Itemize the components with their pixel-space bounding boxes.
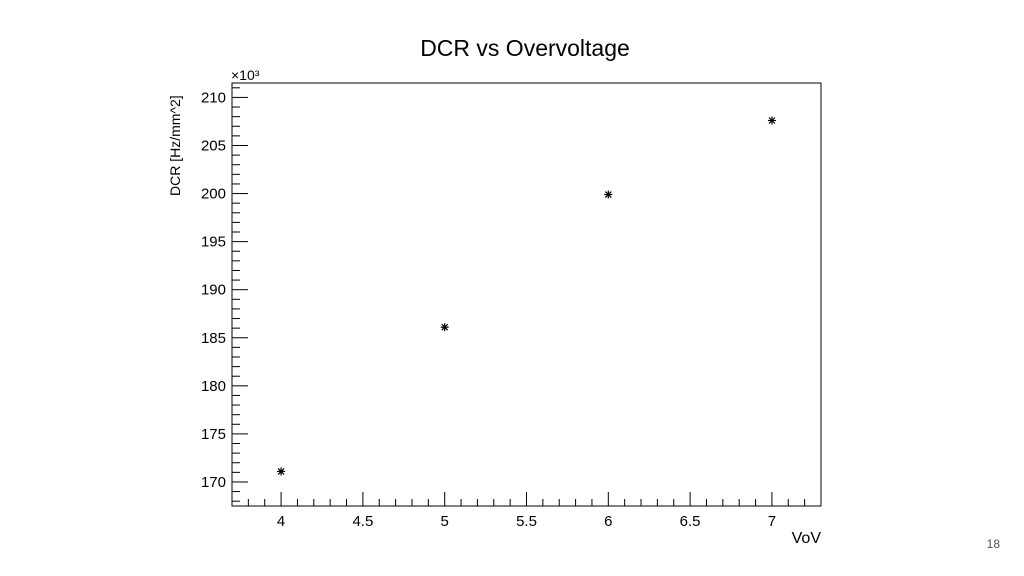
x-tick-label: 4	[277, 513, 285, 530]
x-tick-label: 5.5	[516, 513, 537, 530]
data-point	[277, 467, 286, 476]
x-axis-label: VoV	[792, 530, 822, 547]
slide-page-number: 18	[986, 537, 1000, 551]
x-tick-label: 7	[768, 513, 776, 530]
y-tick-label: 190	[201, 282, 226, 299]
chart-title: DCR vs Overvoltage	[420, 35, 630, 61]
x-tick-label: 4.5	[352, 513, 373, 530]
data-point	[604, 190, 613, 199]
data-point	[440, 323, 449, 332]
x-tick-label: 5	[441, 513, 449, 530]
y-tick-labels: 170 175 180 185 190 195 200 205 210	[201, 89, 226, 491]
y-axis-label: DCR [Hz/mm^2]	[167, 95, 183, 196]
y-tick-label: 175	[201, 426, 226, 443]
y-tick-label: 210	[201, 89, 226, 106]
y-tick-label: 205	[201, 137, 226, 154]
y-tick-label: 170	[201, 474, 226, 491]
y-tick-label: 195	[201, 234, 226, 251]
y-tick-label: 200	[201, 186, 226, 203]
y-multiplier-label: ×10³	[231, 67, 260, 83]
x-tick-labels: 4 4.5 5 5.5 6 6.5 7	[277, 513, 776, 530]
y-tick-label: 185	[201, 330, 226, 347]
data-point	[767, 116, 776, 125]
plot-frame	[231, 82, 822, 507]
data-points	[277, 116, 776, 476]
axis-ticks	[231, 87, 822, 506]
x-tick-label: 6.5	[680, 513, 701, 530]
x-tick-label: 6	[604, 513, 612, 530]
y-tick-label: 180	[201, 378, 226, 395]
